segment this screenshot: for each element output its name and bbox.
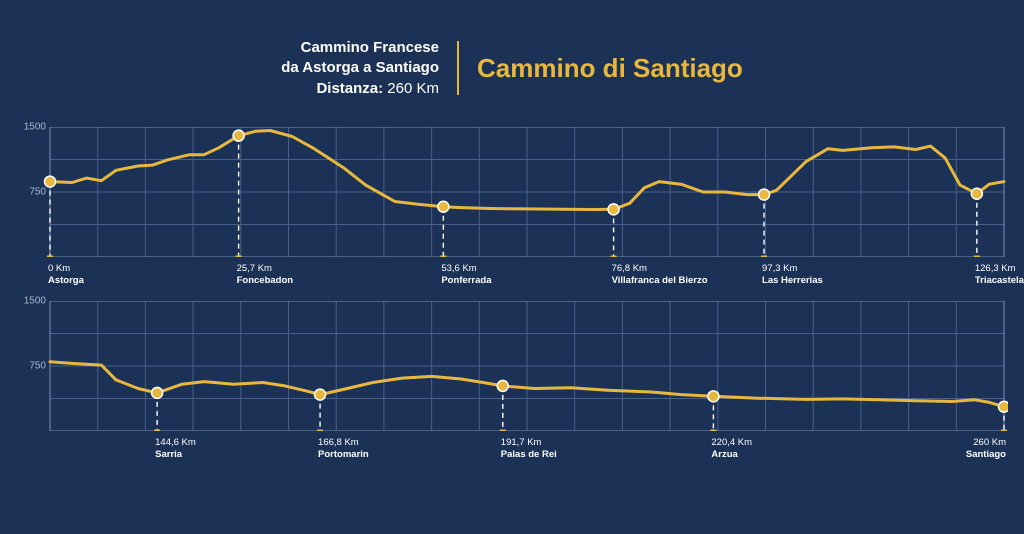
waypoint-marker xyxy=(152,387,163,398)
waypoint-label: 126,3 KmTriacastela xyxy=(975,263,1024,287)
page-container: Cammino Francese da Astorga a Santiago D… xyxy=(0,0,1024,534)
waypoint-marker xyxy=(971,188,982,199)
y-axis-tick: 750 xyxy=(16,186,46,197)
waypoint-label: 144,6 KmSarria xyxy=(155,437,196,461)
waypoint-label: 25,7 KmFoncebadon xyxy=(237,263,293,287)
waypoint-marker xyxy=(233,130,244,141)
waypoint-label: 260 KmSantiago xyxy=(966,437,1006,461)
y-axis-tick: 750 xyxy=(16,360,46,371)
chart-svg xyxy=(16,301,1008,431)
header-line2: da Astorga a Santiago xyxy=(281,59,439,76)
distance-label: Distanza: xyxy=(316,80,383,97)
waypoint-label: 53,6 KmPonferrada xyxy=(441,263,491,287)
header-divider xyxy=(457,41,459,95)
waypoint-label: 220,4 KmArzua xyxy=(711,437,752,461)
header-left-block: Cammino Francese da Astorga a Santiago D… xyxy=(281,38,439,99)
waypoint-marker xyxy=(999,401,1009,412)
waypoint-label: 0 KmAstorga xyxy=(48,263,84,287)
y-axis-tick: 1500 xyxy=(16,121,46,132)
waypoint-marker xyxy=(608,204,619,215)
waypoint-marker xyxy=(438,201,449,212)
elevation-chart-2: 7501500144,6 KmSarria166,8 KmPortomarin1… xyxy=(16,301,1008,431)
chart-svg xyxy=(16,127,1008,257)
waypoint-label: 191,7 KmPalas de Rei xyxy=(501,437,557,461)
charts-area: 75015000 KmAstorga25,7 KmFoncebadon53,6 … xyxy=(0,117,1024,431)
y-axis-tick: 1500 xyxy=(16,295,46,306)
waypoint-marker xyxy=(708,391,719,402)
elevation-chart-1: 75015000 KmAstorga25,7 KmFoncebadon53,6 … xyxy=(16,127,1008,257)
waypoint-label: 166,8 KmPortomarin xyxy=(318,437,369,461)
waypoint-marker xyxy=(497,380,508,391)
waypoint-label: 97,3 KmLas Herrerias xyxy=(762,263,823,287)
waypoint-marker xyxy=(45,176,56,187)
waypoint-label: 76,8 KmVillafranca del Bierzo xyxy=(612,263,708,287)
header-line1: Cammino Francese xyxy=(301,39,439,56)
distance-value: 260 Km xyxy=(387,80,439,97)
waypoint-marker xyxy=(315,389,326,400)
page-title: Cammino di Santiago xyxy=(477,53,743,84)
header: Cammino Francese da Astorga a Santiago D… xyxy=(0,0,1024,117)
waypoint-marker xyxy=(759,189,770,200)
